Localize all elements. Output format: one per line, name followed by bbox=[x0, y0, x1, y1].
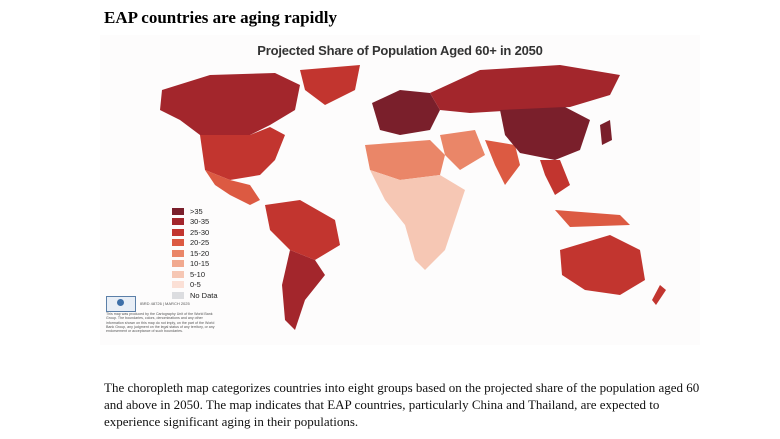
legend-swatch bbox=[172, 291, 184, 299]
map-legend: >35 30-35 25-30 20-25 15-20 10-15 5-10 0… bbox=[172, 206, 218, 301]
region-middle-east bbox=[440, 130, 485, 170]
region-europe bbox=[372, 90, 440, 135]
map-disclaimer: This map was produced by the Cartography… bbox=[106, 312, 215, 334]
region-australia bbox=[560, 235, 645, 295]
legend-item: 20-25 bbox=[172, 238, 218, 249]
region-greenland bbox=[300, 65, 360, 105]
region-japan bbox=[600, 120, 612, 145]
region-china bbox=[500, 107, 590, 160]
legend-item: 0-5 bbox=[172, 280, 218, 291]
legend-label: >35 bbox=[190, 206, 203, 216]
region-south-america-north bbox=[265, 200, 340, 260]
world-bank-logo-icon bbox=[106, 296, 136, 312]
region-north-africa bbox=[365, 140, 445, 180]
region-new-zealand bbox=[652, 285, 666, 305]
region-southeast-asia bbox=[540, 160, 570, 195]
map-credit: IBRD 48726 | MARCH 2025 This map was pro… bbox=[106, 296, 216, 333]
legend-item: 10-15 bbox=[172, 259, 218, 270]
legend-item: 25-30 bbox=[172, 227, 218, 238]
region-south-america-south bbox=[282, 250, 325, 330]
legend-swatch bbox=[172, 260, 184, 268]
legend-label: 25-30 bbox=[190, 227, 210, 237]
region-mexico bbox=[205, 170, 260, 205]
legend-label: 0-5 bbox=[190, 280, 201, 290]
region-russia bbox=[430, 65, 620, 113]
legend-swatch bbox=[172, 228, 184, 236]
legend-swatch bbox=[172, 270, 184, 278]
region-indonesia bbox=[555, 210, 630, 227]
region-south-asia bbox=[485, 140, 520, 185]
region-canada bbox=[160, 73, 300, 135]
legend-item: No Data bbox=[172, 290, 218, 301]
legend-item: 30-35 bbox=[172, 217, 218, 228]
legend-label: 10-15 bbox=[190, 259, 210, 269]
world-map bbox=[160, 65, 666, 330]
legend-item: 5-10 bbox=[172, 269, 218, 280]
legend-label: No Data bbox=[190, 290, 218, 300]
legend-item: 15-20 bbox=[172, 248, 218, 259]
legend-label: 30-35 bbox=[190, 217, 210, 227]
page-heading: EAP countries are aging rapidly bbox=[104, 8, 337, 27]
legend-label: 15-20 bbox=[190, 248, 210, 258]
legend-swatch bbox=[172, 281, 184, 289]
choropleth-map: Projected Share of Population Aged 60+ i… bbox=[100, 35, 700, 345]
map-reference: IBRD 48726 | MARCH 2025 bbox=[140, 300, 190, 306]
legend-label: 20-25 bbox=[190, 238, 210, 248]
legend-swatch bbox=[172, 207, 184, 215]
region-usa bbox=[200, 127, 285, 180]
legend-swatch bbox=[172, 239, 184, 247]
region-subsaharan-africa bbox=[370, 170, 465, 270]
legend-label: 5-10 bbox=[190, 269, 206, 279]
map-title: Projected Share of Population Aged 60+ i… bbox=[257, 43, 543, 58]
legend-item: >35 bbox=[172, 206, 218, 217]
legend-swatch bbox=[172, 249, 184, 257]
caption-text: The choropleth map categorizes countries… bbox=[104, 380, 700, 429]
legend-swatch bbox=[172, 218, 184, 226]
